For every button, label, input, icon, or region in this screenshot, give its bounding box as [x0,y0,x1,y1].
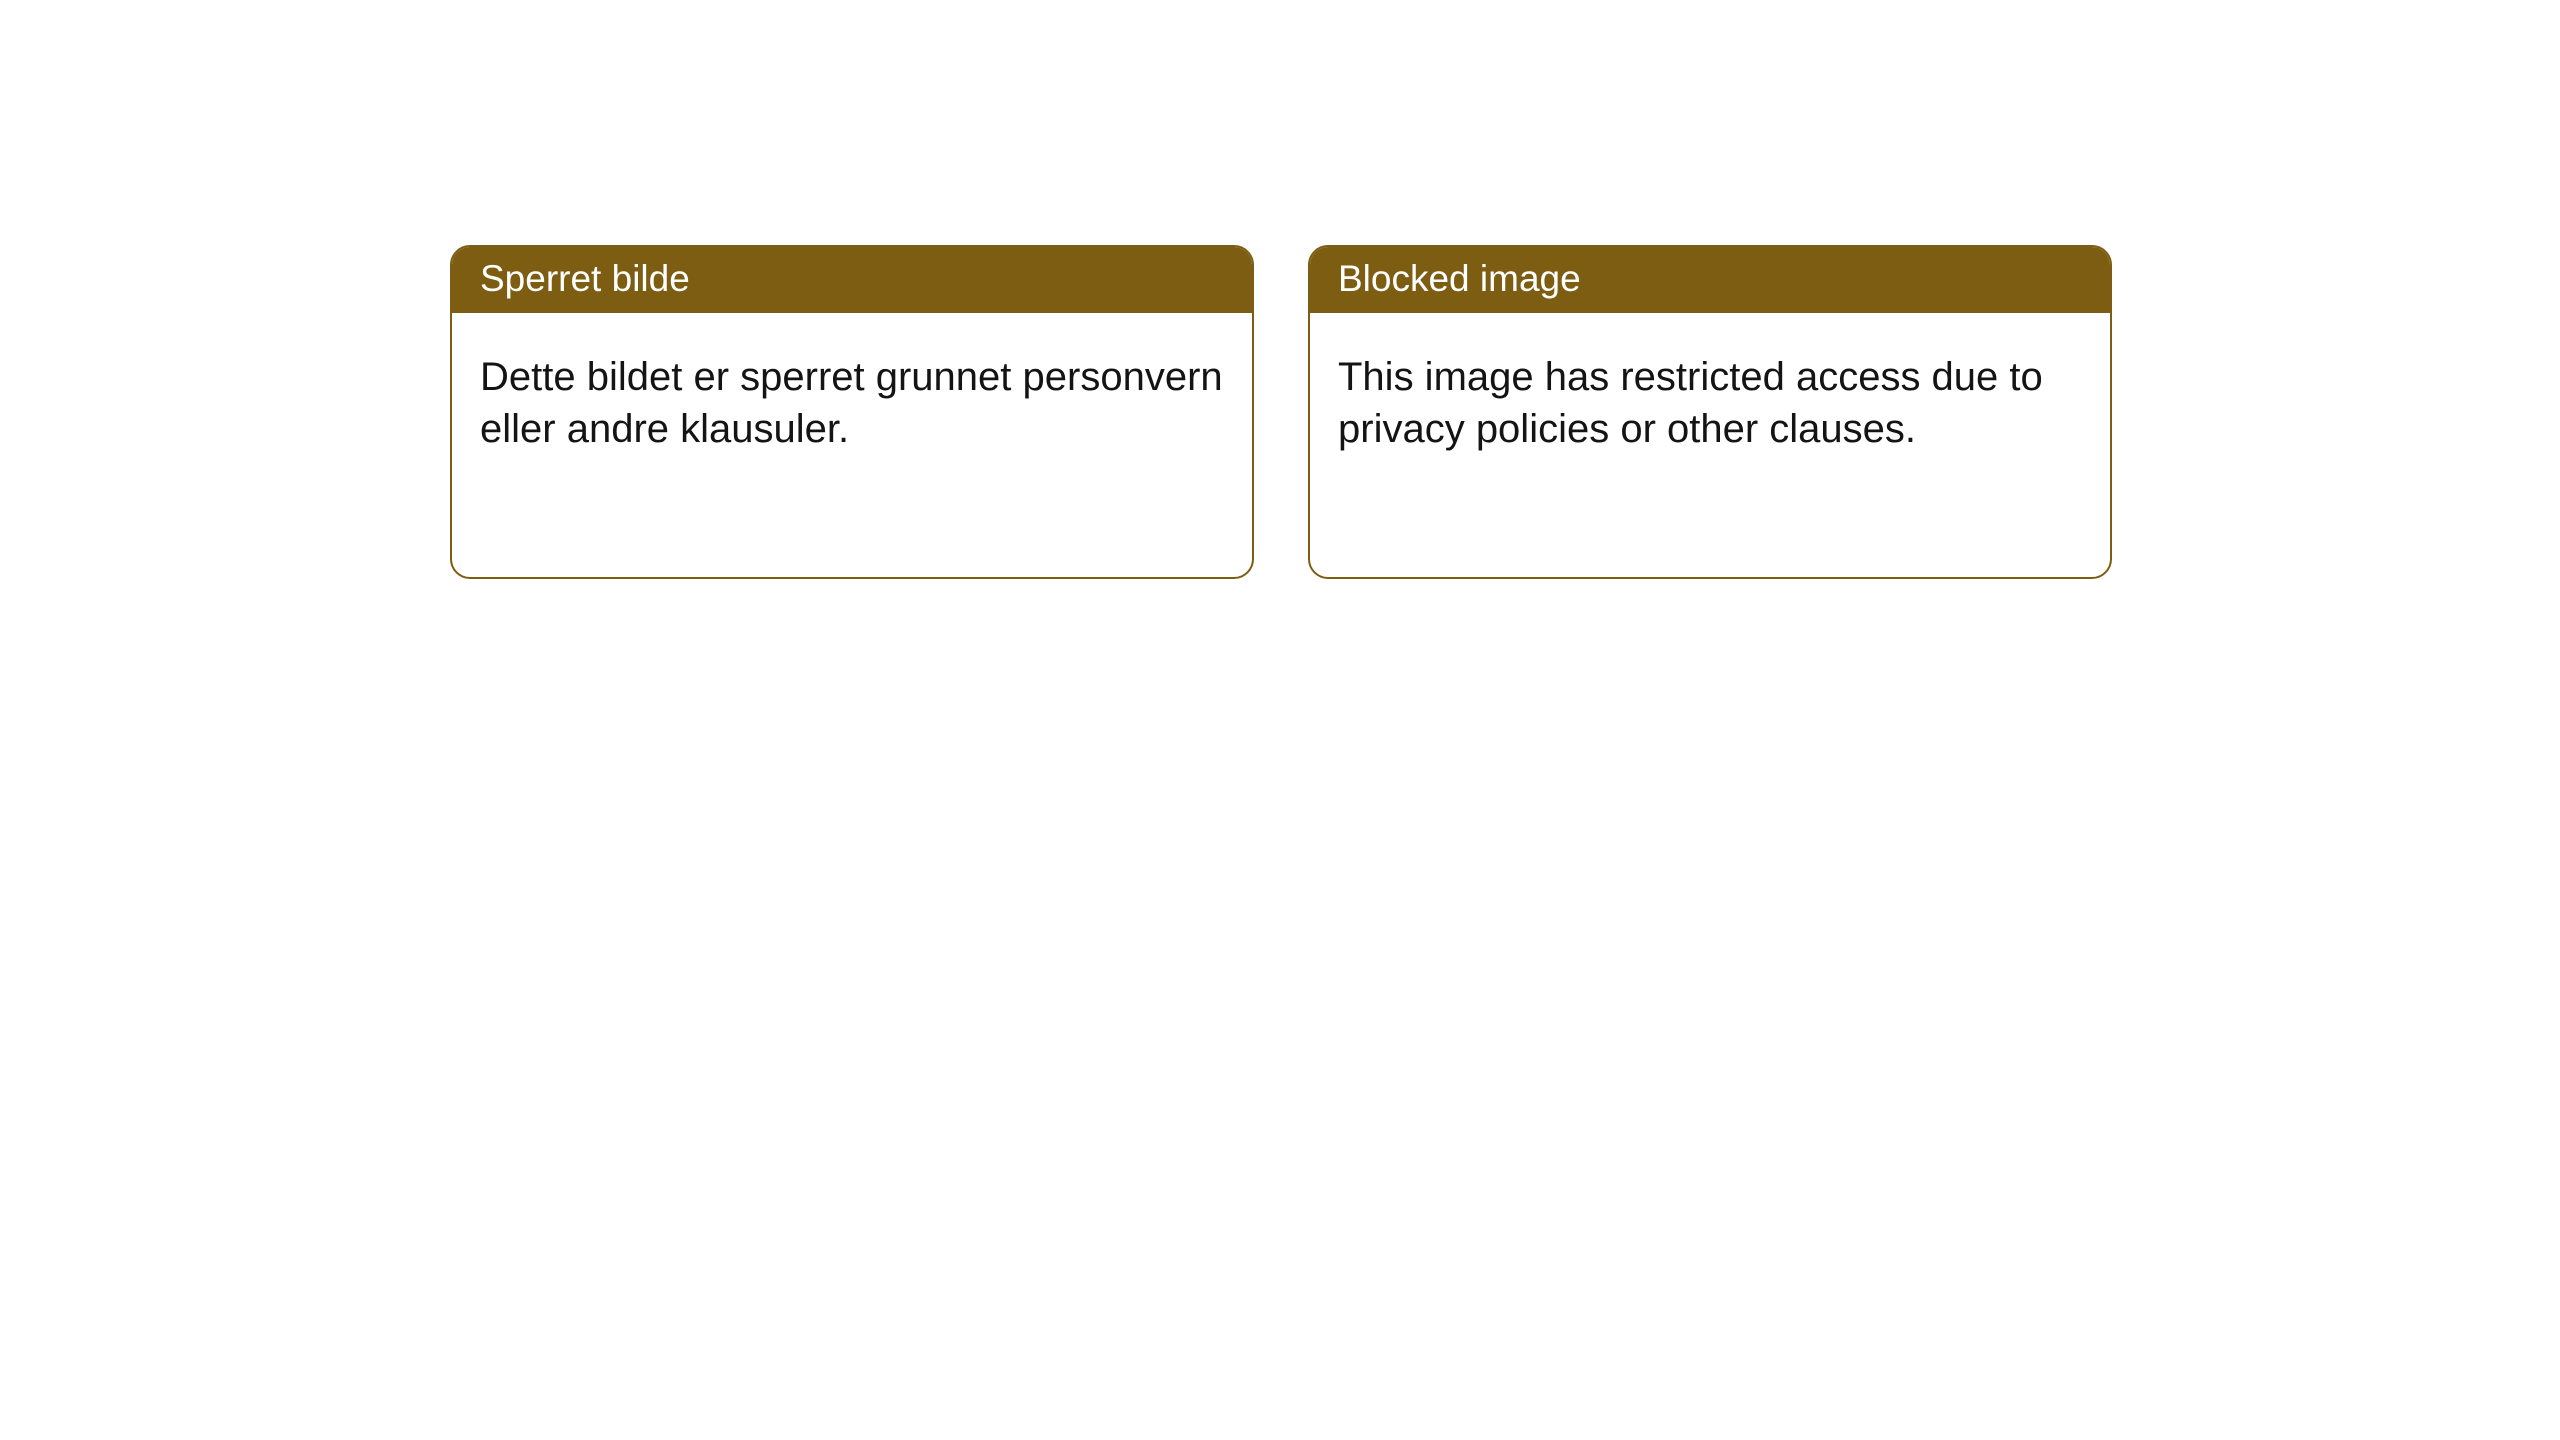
blocked-image-card-no: Sperret bilde Dette bildet er sperret gr… [450,245,1254,579]
card-body-no: Dette bildet er sperret grunnet personve… [452,313,1252,483]
card-header-en: Blocked image [1310,247,2110,313]
card-body-en: This image has restricted access due to … [1310,313,2110,483]
blocked-image-card-en: Blocked image This image has restricted … [1308,245,2112,579]
blocked-image-notices: Sperret bilde Dette bildet er sperret gr… [450,245,2112,579]
card-header-no: Sperret bilde [452,247,1252,313]
